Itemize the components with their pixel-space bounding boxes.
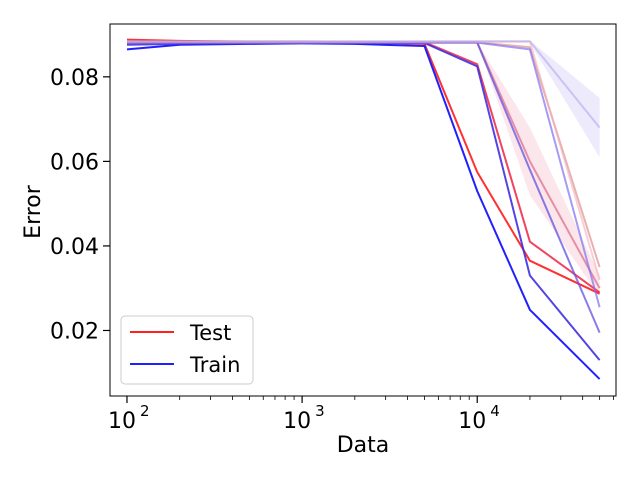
y-tick-label: 0.06 xyxy=(50,150,99,175)
x-axis-label: Data xyxy=(337,433,390,458)
y-tick-label: 0.08 xyxy=(50,66,99,91)
legend: Test Train xyxy=(120,315,254,385)
legend-test-label: Test xyxy=(189,321,231,345)
x-tick-exponent: 3 xyxy=(315,402,325,420)
series-line-train-9 xyxy=(127,40,601,129)
x-tick-exponent: 4 xyxy=(490,402,500,420)
y-axis-label: Error xyxy=(21,184,46,239)
confidence-band-1 xyxy=(529,40,600,158)
data-series xyxy=(126,38,601,380)
x-tick-label: 10 xyxy=(458,409,486,434)
x-axis-ticks: 10 2 10 3 10 4 xyxy=(108,396,614,434)
x-tick-label: 10 xyxy=(283,409,311,434)
y-tick-label: 0.04 xyxy=(50,235,99,260)
x-tick-label: 10 xyxy=(108,409,136,434)
x-tick-exponent: 2 xyxy=(140,402,150,420)
y-axis-ticks: 0.02 0.04 0.06 0.08 xyxy=(50,66,110,344)
series-line-train-3 xyxy=(126,42,601,361)
legend-train-label: Train xyxy=(189,353,240,377)
y-tick-label: 0.02 xyxy=(50,319,99,344)
plot-frame xyxy=(109,23,617,397)
